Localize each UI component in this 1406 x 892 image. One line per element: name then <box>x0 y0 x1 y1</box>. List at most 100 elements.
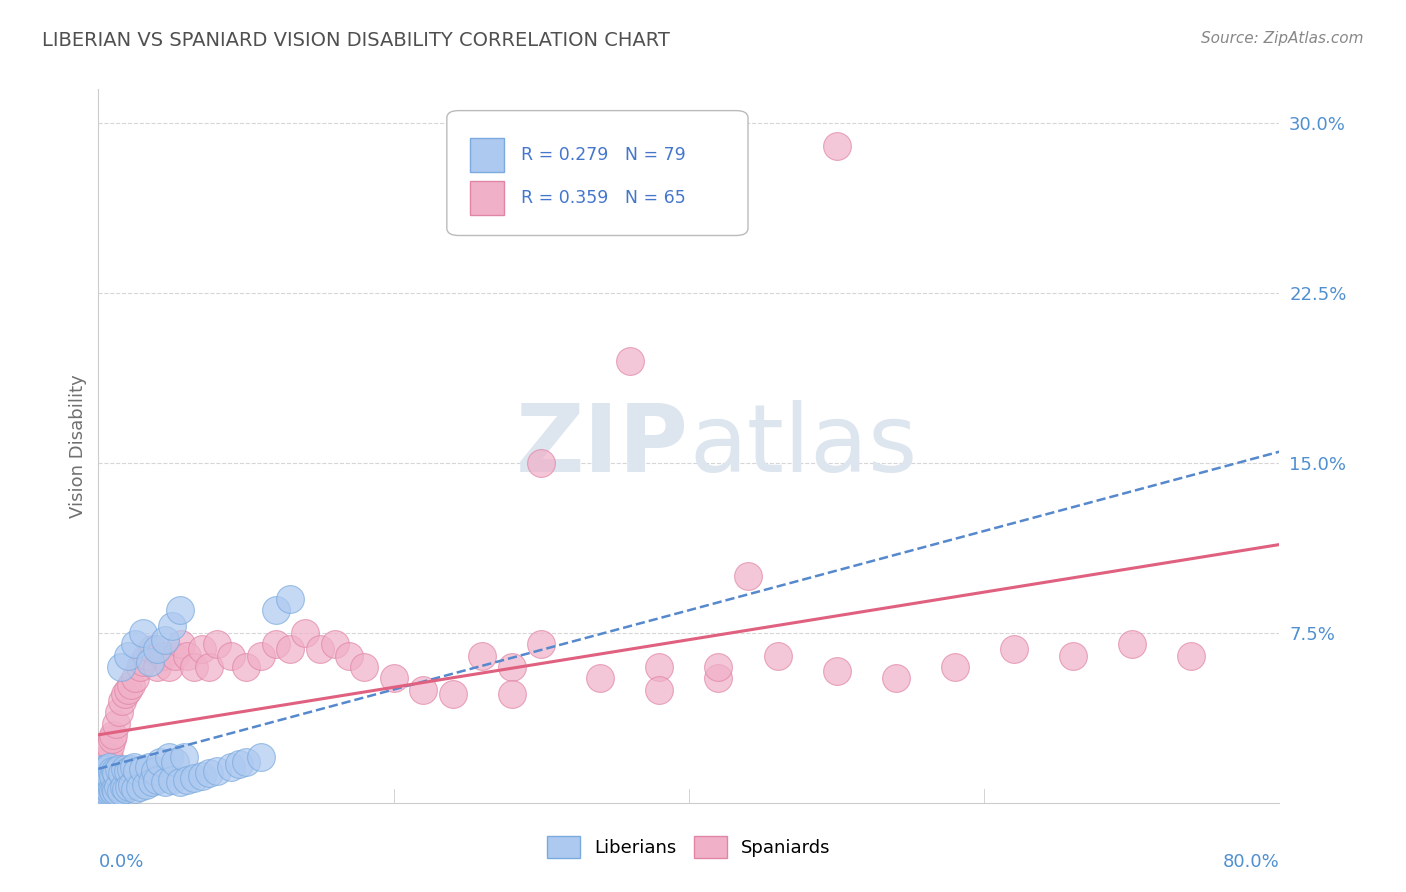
Point <box>219 648 242 663</box>
Point <box>121 778 143 792</box>
Point <box>125 764 148 778</box>
Point <box>152 648 174 663</box>
Point <box>124 782 146 797</box>
Point <box>165 755 187 769</box>
Point <box>105 784 128 798</box>
Point <box>110 660 132 674</box>
Point <box>294 626 316 640</box>
Point <box>105 766 128 780</box>
Point <box>153 632 176 647</box>
Point <box>97 782 120 797</box>
Point <box>219 759 242 773</box>
Point <box>707 671 730 685</box>
Point <box>170 637 193 651</box>
Point <box>107 780 129 794</box>
Point <box>884 671 907 685</box>
Point <box>132 762 155 776</box>
Point <box>100 782 122 797</box>
Text: 80.0%: 80.0% <box>1223 853 1279 871</box>
Point <box>96 762 118 776</box>
Point <box>530 637 553 651</box>
Point <box>173 750 195 764</box>
Point <box>98 784 121 798</box>
Point <box>412 682 434 697</box>
Point <box>128 660 150 674</box>
Point <box>120 762 142 776</box>
Point <box>97 771 120 785</box>
Point <box>124 637 146 651</box>
Point <box>191 769 214 783</box>
Point <box>90 778 112 792</box>
Point <box>278 591 302 606</box>
Text: atlas: atlas <box>689 400 917 492</box>
Point <box>235 660 257 674</box>
Point <box>104 782 127 797</box>
Point <box>382 671 405 685</box>
Point <box>89 782 111 797</box>
Point <box>441 687 464 701</box>
Point <box>264 603 287 617</box>
Point <box>146 773 169 788</box>
Point <box>165 648 187 663</box>
Point <box>169 603 191 617</box>
Point <box>89 784 111 798</box>
Point <box>205 637 228 651</box>
Point <box>98 739 121 754</box>
Point <box>132 626 155 640</box>
Point <box>139 656 162 670</box>
Point <box>124 671 146 685</box>
Point <box>191 641 214 656</box>
Point <box>530 456 553 470</box>
Point <box>162 773 183 788</box>
Point <box>141 775 163 789</box>
Point <box>169 775 191 789</box>
Point <box>94 778 117 792</box>
Text: R = 0.279   N = 79: R = 0.279 N = 79 <box>522 146 686 164</box>
Point <box>93 773 115 788</box>
Point <box>111 694 134 708</box>
Point <box>176 773 198 788</box>
Point <box>90 787 112 801</box>
Point <box>648 682 671 697</box>
Point <box>115 782 138 797</box>
Point <box>143 764 166 778</box>
Point <box>114 687 136 701</box>
Point <box>91 789 114 803</box>
Point <box>589 671 612 685</box>
Point <box>94 787 117 801</box>
Point <box>96 755 118 769</box>
Point <box>176 648 198 663</box>
Point <box>149 755 172 769</box>
Point <box>103 769 125 783</box>
FancyBboxPatch shape <box>447 111 748 235</box>
Point <box>108 705 131 719</box>
FancyBboxPatch shape <box>471 180 503 215</box>
Point <box>619 354 641 368</box>
Point <box>146 641 169 656</box>
Point <box>250 648 273 663</box>
Point <box>1062 648 1084 663</box>
Text: R = 0.359   N = 65: R = 0.359 N = 65 <box>522 189 686 207</box>
Point <box>138 759 160 773</box>
Point <box>157 660 180 674</box>
Point <box>1180 648 1202 663</box>
Point <box>183 771 205 785</box>
Point <box>136 648 159 663</box>
Point <box>737 569 759 583</box>
Point <box>264 637 287 651</box>
Point <box>146 660 169 674</box>
Point <box>114 762 136 776</box>
Point <box>122 759 145 773</box>
Point <box>766 648 789 663</box>
Point <box>103 784 125 798</box>
Point <box>94 762 117 776</box>
Point <box>94 769 117 783</box>
Point <box>198 766 221 780</box>
Point <box>501 660 523 674</box>
Point <box>112 780 135 794</box>
Point <box>128 780 150 794</box>
Point <box>120 678 142 692</box>
Point <box>205 764 228 778</box>
Point <box>97 750 120 764</box>
Point <box>250 750 273 764</box>
